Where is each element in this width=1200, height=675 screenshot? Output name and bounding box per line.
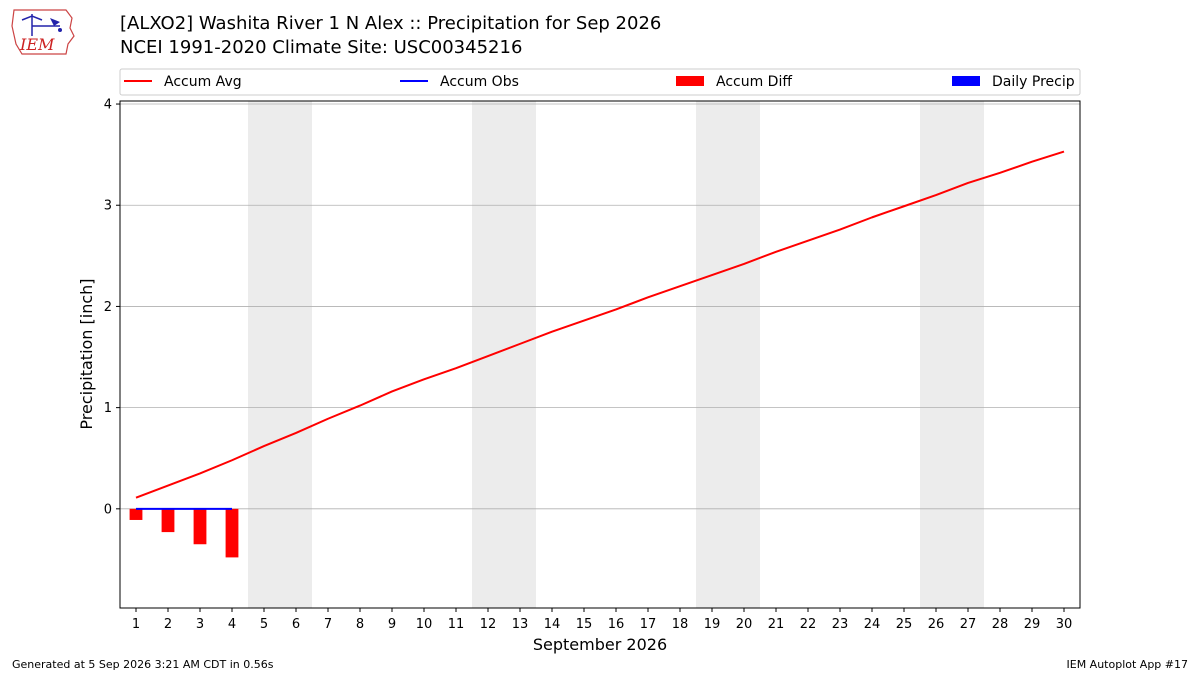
legend-box — [119, 68, 1081, 96]
x-tick-label: 29 — [1024, 617, 1041, 632]
weekend-band — [472, 101, 536, 608]
weekend-band — [696, 101, 760, 608]
x-tick-label: 21 — [768, 617, 785, 632]
x-tick-label: 18 — [672, 617, 689, 632]
x-tick-label: 30 — [1056, 617, 1073, 632]
y-tick-label: 3 — [104, 199, 112, 214]
y-axis-label: Precipitation [inch] — [77, 278, 96, 429]
plot-frame — [119, 100, 1081, 609]
legend-label-daily-precip: Daily Precip — [992, 74, 1075, 90]
x-tick-label: 5 — [260, 617, 268, 632]
x-tick-label: 22 — [800, 617, 817, 632]
chart-title: [ALXO2] Washita River 1 N Alex :: Precip… — [120, 13, 662, 34]
x-tick-label: 9 — [388, 617, 396, 632]
x-tick-label: 1 — [132, 617, 140, 632]
x-tick-label: 17 — [640, 617, 657, 632]
y-tick-label: 0 — [104, 502, 112, 517]
x-tick-label: 24 — [864, 617, 881, 632]
legend-label-accum-obs: Accum Obs — [440, 74, 519, 90]
accum-diff-bar — [129, 508, 143, 520]
accum-diff-bar — [161, 508, 175, 533]
y-tick-label: 4 — [104, 98, 112, 113]
legend: Accum Avg Accum Obs Accum Diff Daily Precip — [119, 68, 1081, 96]
accum-diff-bar — [225, 508, 239, 558]
x-axis-ticks: 1 2 3 4 5 6 7 8 9 10 11 12 13 14 15 16 17 18 19 20 21 22 23 24 2… — [132, 608, 1072, 632]
x-tick-label: 3 — [196, 617, 204, 632]
legend-swatch-daily-precip — [952, 76, 980, 86]
x-tick-label: 26 — [928, 617, 945, 632]
x-axis-label: September 2026 — [533, 635, 667, 654]
iem-logo: IEM — [11, 9, 75, 55]
y-tick-label: 2 — [104, 300, 112, 315]
x-tick-label: 2 — [164, 617, 172, 632]
accum-avg-line — [135, 150, 1065, 499]
legend-label-accum-diff: Accum Diff — [716, 74, 792, 90]
x-tick-label: 8 — [356, 617, 364, 632]
legend-swatch-accum-diff — [676, 76, 704, 86]
lines — [135, 150, 1065, 510]
accum-diff-bar — [193, 508, 207, 545]
x-tick-label: 12 — [480, 617, 497, 632]
x-tick-label: 10 — [416, 617, 433, 632]
weekend-band — [248, 101, 312, 608]
y-tick-label: 1 — [104, 401, 112, 416]
x-tick-label: 4 — [228, 617, 236, 632]
x-tick-label: 28 — [992, 617, 1009, 632]
x-tick-label: 19 — [704, 617, 721, 632]
chart-subtitle: NCEI 1991-2020 Climate Site: USC00345216 — [120, 37, 523, 58]
logo-text: IEM — [19, 35, 55, 54]
x-tick-label: 20 — [736, 617, 753, 632]
x-tick-label: 6 — [292, 617, 300, 632]
y-axis-ticks: 0 1 2 3 4 — [104, 98, 120, 517]
weekend-shading — [248, 101, 984, 608]
weekend-band — [920, 101, 984, 608]
x-tick-label: 23 — [832, 617, 849, 632]
generated-note: Generated at 5 Sep 2026 3:21 AM CDT in 0… — [12, 658, 274, 671]
x-tick-label: 16 — [608, 617, 625, 632]
x-tick-label: 13 — [512, 617, 529, 632]
y-gridlines — [120, 103, 1080, 510]
x-tick-label: 27 — [960, 617, 977, 632]
x-tick-label: 7 — [324, 617, 332, 632]
bars — [129, 508, 239, 558]
app-credit: IEM Autoplot App #17 — [1066, 658, 1189, 671]
legend-label-accum-avg: Accum Avg — [164, 74, 242, 90]
x-tick-label: 25 — [896, 617, 913, 632]
x-tick-label: 11 — [448, 617, 465, 632]
x-tick-label: 15 — [576, 617, 593, 632]
x-tick-label: 14 — [544, 617, 561, 632]
